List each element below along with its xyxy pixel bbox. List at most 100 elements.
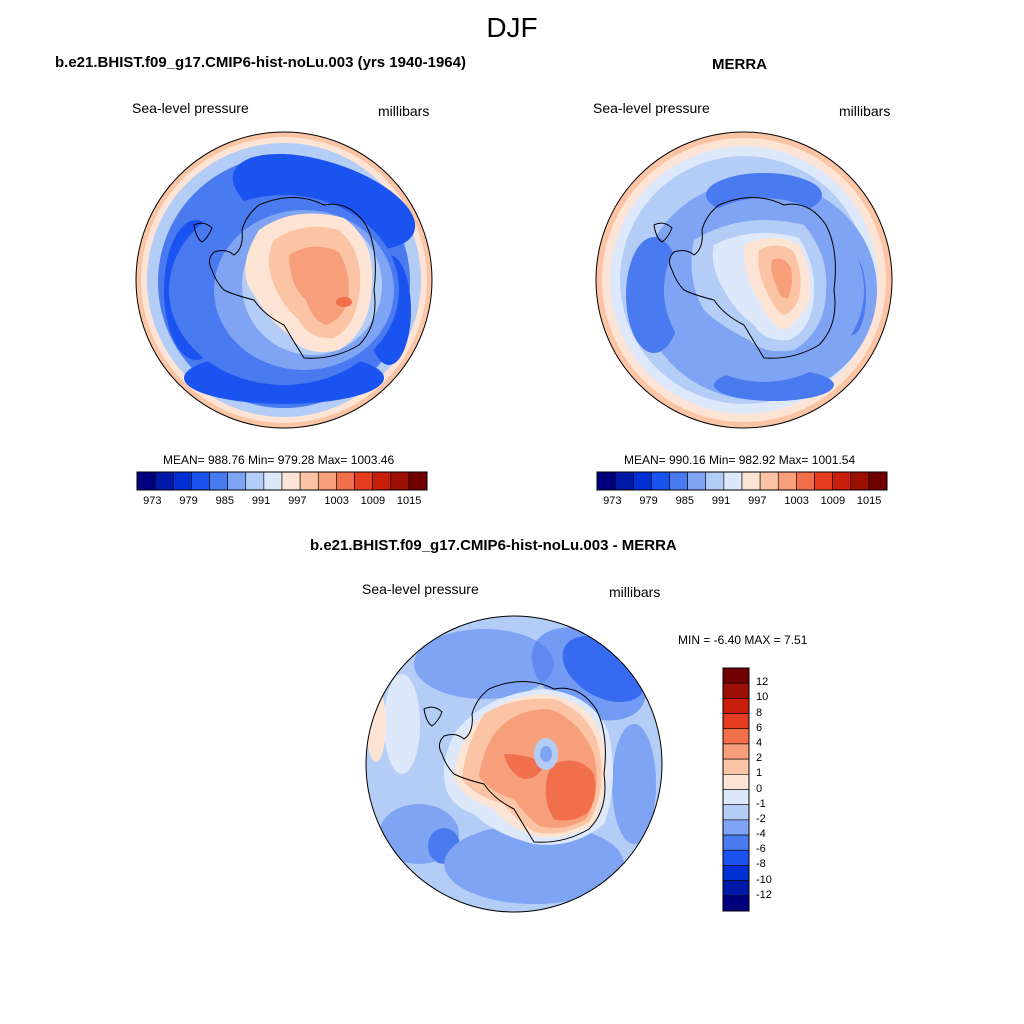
map-peninsula bbox=[193, 222, 213, 243]
model-colorbar-tick-label: 1009 bbox=[360, 495, 386, 507]
diff-colorbar-tick-label: 10 bbox=[756, 691, 769, 704]
obs-colorbar-cell bbox=[741, 471, 761, 491]
diff-colorbar-cell bbox=[722, 804, 750, 821]
diff-colorbar-tick-label: -12 bbox=[756, 888, 772, 901]
model-polar-map bbox=[135, 131, 433, 429]
diff-colorbar-cell bbox=[722, 865, 750, 881]
model-colorbar-cell bbox=[245, 471, 265, 491]
map-high-core bbox=[336, 297, 352, 307]
model-colorbar-cell bbox=[372, 471, 392, 491]
obs-colorbar-cell bbox=[850, 471, 870, 491]
diff-colorbar-cell bbox=[722, 774, 750, 790]
panel-title-model: b.e21.BHIST.f09_g17.CMIP6-hist-noLu.003 … bbox=[55, 54, 466, 71]
diff-colorbar-tick-label: -8 bbox=[756, 858, 766, 871]
diff-polar-map bbox=[365, 615, 663, 913]
model-colorbar-tick-label: 979 bbox=[179, 495, 198, 507]
model-colorbar-cell bbox=[209, 471, 228, 491]
diff-colorbar-tick-label: 6 bbox=[756, 721, 763, 734]
obs-colorbar-tick-label: 1015 bbox=[856, 495, 882, 507]
map-high-inner bbox=[289, 246, 349, 325]
model-units-label: millibars bbox=[378, 103, 430, 119]
model-colorbar-cell bbox=[317, 471, 337, 491]
model-colorbar-cell bbox=[227, 471, 247, 491]
model-colorbar-tick-label: 991 bbox=[251, 495, 271, 507]
diff-colorbar-tick-label: 8 bbox=[756, 706, 763, 719]
diff-colorbar-cell bbox=[722, 728, 750, 745]
model-colorbar-tick-label: 985 bbox=[215, 495, 234, 507]
model-colorbar bbox=[136, 471, 428, 491]
diff-colorbar-cell bbox=[722, 895, 750, 912]
model-colorbar-cell bbox=[408, 471, 428, 491]
diff-units-label: millibars bbox=[609, 584, 661, 600]
model-colorbar-cell bbox=[390, 471, 410, 491]
obs-colorbar-tick-label: 1009 bbox=[820, 495, 846, 507]
diff-colorbar-tick-label: -6 bbox=[756, 843, 766, 856]
model-colorbar-tick-label: 1015 bbox=[396, 495, 422, 507]
model-colorbar-tick-label: 973 bbox=[143, 495, 162, 507]
diff-colorbar-cell bbox=[722, 880, 750, 897]
model-colorbar-cell bbox=[191, 471, 210, 491]
obs-colorbar-cell bbox=[723, 471, 743, 491]
diff-colorbar-cell bbox=[722, 819, 750, 836]
obs-colorbar-cell bbox=[632, 471, 652, 491]
diff-colorbar-tick-label: -1 bbox=[756, 797, 766, 810]
diff-colorbar-tick-label: -10 bbox=[756, 873, 772, 886]
obs-colorbar-cell bbox=[614, 471, 634, 491]
diff-variable-label: Sea-level pressure bbox=[362, 581, 479, 597]
diff-colorbar-tick-label: 12 bbox=[756, 676, 769, 689]
obs-colorbar-cell bbox=[777, 471, 797, 491]
obs-colorbar-cell bbox=[651, 471, 670, 491]
obs-colorbar-cell bbox=[687, 471, 707, 491]
obs-variable-label: Sea-level pressure bbox=[593, 100, 710, 116]
model-colorbar-cell bbox=[354, 471, 373, 491]
model-stats: MEAN= 988.76 Min= 979.28 Max= 1003.46 bbox=[163, 453, 395, 467]
obs-colorbar-cell bbox=[814, 471, 833, 491]
obs-stats: MEAN= 990.16 Min= 982.92 Max= 1001.54 bbox=[624, 453, 856, 467]
diff-colorbar-cell bbox=[722, 849, 750, 866]
obs-units-label: millibars bbox=[839, 103, 891, 119]
model-colorbar-cell bbox=[281, 471, 301, 491]
obs-colorbar-cell bbox=[868, 471, 888, 491]
obs-colorbar-cell bbox=[832, 471, 852, 491]
diff-colorbar-tick-label: -2 bbox=[756, 812, 766, 825]
diff-colorbar bbox=[722, 667, 750, 912]
obs-colorbar-tick-label: 973 bbox=[603, 495, 622, 507]
obs-colorbar-tick-label: 997 bbox=[748, 495, 767, 507]
diff-colorbar-tick-label: 1 bbox=[756, 767, 763, 780]
diff-colorbar-tick-label: -4 bbox=[756, 828, 766, 841]
obs-colorbar-tick-label: 985 bbox=[675, 495, 694, 507]
diff-colorbar-cell bbox=[722, 667, 750, 684]
obs-colorbar-tick-label: 1003 bbox=[784, 495, 809, 507]
model-colorbar-cell bbox=[263, 471, 283, 491]
model-colorbar-cell bbox=[299, 471, 319, 491]
obs-colorbar-cell bbox=[596, 471, 616, 491]
diff-colorbar-cell bbox=[722, 713, 750, 730]
model-colorbar-cell bbox=[136, 471, 156, 491]
diff-colorbar-cell bbox=[722, 834, 750, 851]
diff-colorbar-tick-label: 2 bbox=[756, 752, 763, 765]
diff-colorbar-tick-label: 4 bbox=[756, 736, 763, 749]
obs-colorbar-tick-label: 979 bbox=[639, 495, 658, 507]
obs-colorbar bbox=[596, 471, 888, 491]
obs-colorbar-cell bbox=[759, 471, 779, 491]
model-colorbar-tick-label: 1003 bbox=[324, 495, 349, 507]
model-colorbar-tick-label: 997 bbox=[288, 495, 307, 507]
diff-colorbar-cell bbox=[722, 682, 750, 699]
diff-colorbar-cell bbox=[722, 758, 750, 775]
model-variable-label: Sea-level pressure bbox=[132, 100, 249, 116]
obs-colorbar-cell bbox=[669, 471, 688, 491]
obs-polar-map bbox=[595, 131, 893, 429]
diff-colorbar-cell bbox=[722, 789, 750, 805]
model-colorbar-cell bbox=[336, 471, 355, 491]
obs-colorbar-cell bbox=[705, 471, 725, 491]
model-colorbar-cell bbox=[172, 471, 192, 491]
panel-title-obs: MERRA bbox=[712, 56, 767, 73]
diff-stats: MIN = -6.40 MAX = 7.51 bbox=[678, 633, 808, 647]
diff-colorbar-tick-label: 0 bbox=[756, 782, 763, 795]
map-coastline bbox=[208, 197, 376, 359]
obs-colorbar-tick-label: 991 bbox=[711, 495, 731, 507]
diff-colorbar-cell bbox=[722, 743, 750, 760]
diff-colorbar-cell bbox=[722, 698, 750, 714]
model-colorbar-cell bbox=[154, 471, 174, 491]
panel-title-diff: b.e21.BHIST.f09_g17.CMIP6-hist-noLu.003 … bbox=[310, 537, 677, 554]
